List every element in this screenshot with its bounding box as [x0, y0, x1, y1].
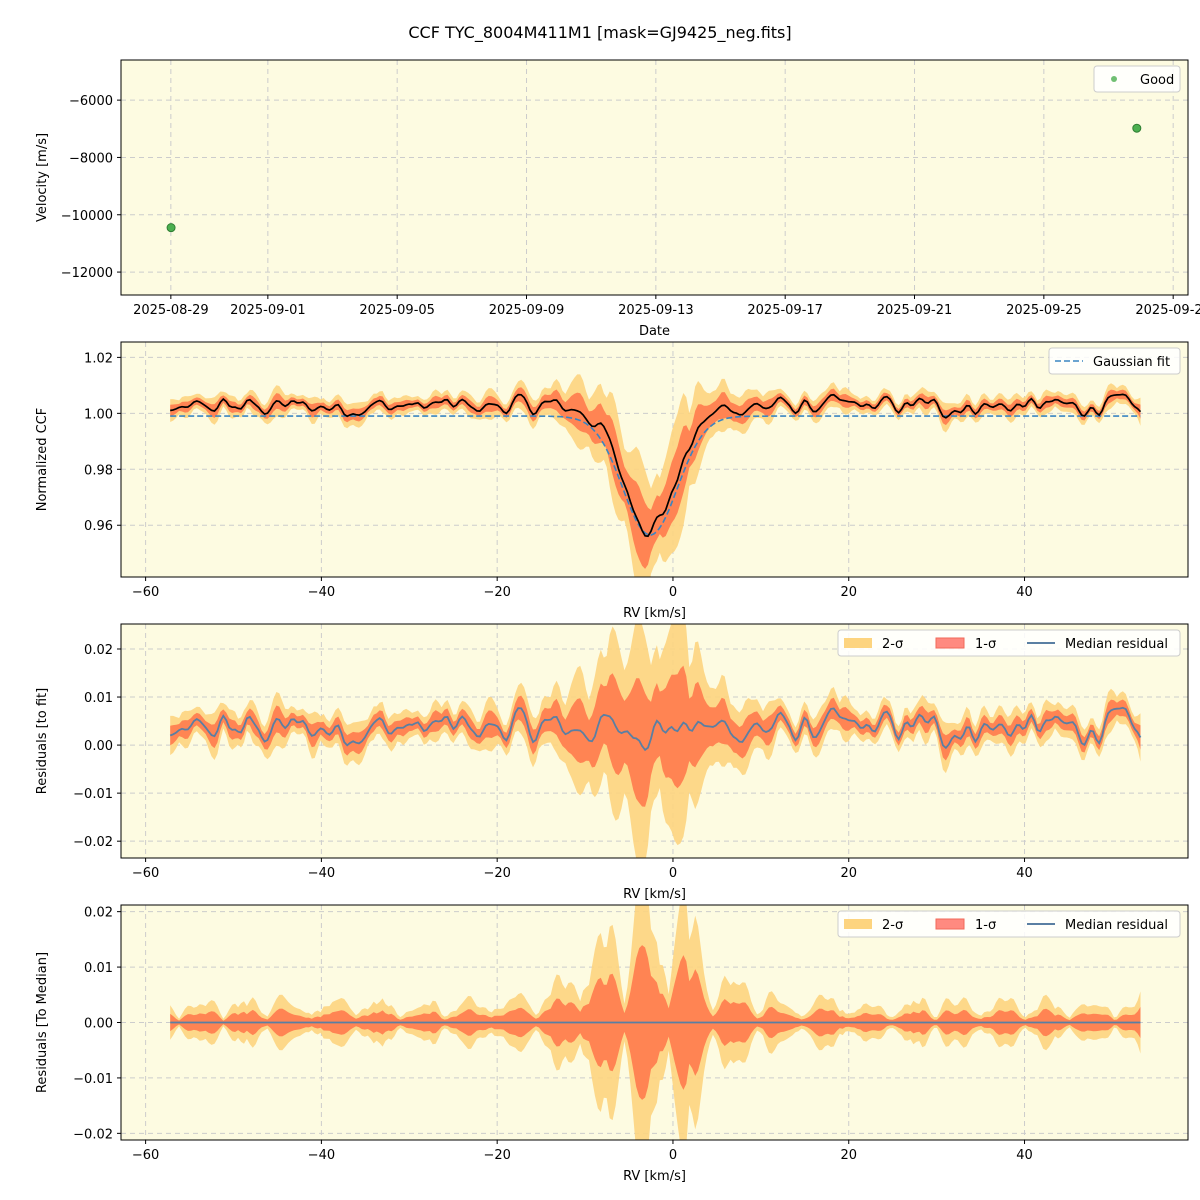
x-tick-label: −60: [132, 1148, 159, 1163]
legend-label-2sigma: 2-σ: [882, 637, 903, 652]
axes-frame: [120, 623, 1189, 859]
y-tick-label: −0.01: [73, 787, 113, 802]
y-axis-label: Residuals [To Median]: [35, 952, 50, 1093]
legend-marker-good: [1111, 76, 1117, 82]
y-axis-label: Residuals [to fit]: [35, 688, 50, 794]
y-axis-label: Normalized CCF: [35, 408, 50, 512]
legend-box: [1093, 65, 1181, 93]
panel-1: 2025-08-29 2025-09-01 2025-09-05 2025-09-09…: [35, 59, 1200, 339]
legend: 2-σ 1-σ Median residual: [837, 629, 1181, 657]
x-tick-label: 2025-09-21: [877, 303, 953, 318]
y-tick-label: −0.02: [73, 835, 113, 850]
axes-frame: [120, 59, 1189, 296]
x-tick-label: −40: [308, 585, 335, 600]
x-tick-label: 20: [840, 1148, 857, 1163]
x-axis-label: Date: [639, 324, 670, 339]
x-tick-label: −40: [308, 1148, 335, 1163]
data-point-good: [1132, 123, 1142, 133]
median-residual-line: [169, 706, 1142, 752]
x-tick-label: 20: [840, 585, 857, 600]
x-tick-label: 0: [669, 866, 677, 881]
x-tick-label: −60: [132, 866, 159, 881]
x-axis-label: RV [km/s]: [623, 606, 686, 621]
y-tick-label: 0.01: [84, 691, 113, 706]
plot-area: [121, 60, 1188, 295]
legend: 2-σ 1-σ Median residual: [837, 910, 1181, 938]
x-tick-label: 0: [669, 585, 677, 600]
ccf-median-line: [170, 393, 1142, 538]
legend-label-2sigma: 2-σ: [882, 918, 903, 933]
y-tick-label: −6000: [69, 94, 113, 109]
x-tick-label: 2025-09-09: [489, 303, 565, 318]
x-tick-label: 2025-09-01: [230, 303, 306, 318]
figure-title: CCF TYC_8004M411M1 [mask=GJ9425_neg.fits…: [408, 23, 791, 43]
legend-marker-2sigma: [844, 638, 872, 648]
x-tick-label: −20: [483, 585, 510, 600]
y-tick-label: −10000: [61, 209, 113, 224]
gaussian-fit-line: [170, 415, 1141, 536]
y-tick-label: 0.02: [84, 643, 113, 658]
x-tick-label: −20: [483, 866, 510, 881]
legend-box: [837, 910, 1181, 938]
y-tick-label: 0.02: [84, 906, 113, 921]
legend-marker-1sigma: [935, 637, 965, 649]
x-tick-label: −60: [132, 585, 159, 600]
plot-content: [170, 905, 1141, 1140]
x-tick-label: 20: [840, 866, 857, 881]
legend-marker-2sigma: [844, 919, 872, 929]
x-tick-label: 2025-09-17: [747, 303, 823, 318]
legend-label-good: Good: [1140, 73, 1174, 88]
axes-frame: [120, 904, 1189, 1141]
legend-box: [837, 629, 1181, 657]
x-tick-label: 40: [1016, 1148, 1033, 1163]
y-tick-label: 0.96: [84, 519, 113, 534]
y-tick-label: 0.00: [84, 1017, 113, 1032]
legend-label-1sigma: 1-σ: [975, 918, 996, 933]
plot-content: [170, 374, 1142, 577]
x-tick-label: 2025-09-29: [1135, 303, 1200, 318]
y-tick-label: 1.00: [84, 407, 113, 422]
legend-label-median: Median residual: [1065, 918, 1168, 933]
y-tick-label: −0.02: [73, 1127, 113, 1142]
x-axis-label: RV [km/s]: [623, 1169, 686, 1184]
x-tick-label: 40: [1016, 585, 1033, 600]
legend-label-1sigma: 1-σ: [975, 637, 996, 652]
y-tick-label: −12000: [61, 266, 113, 281]
x-tick-label: 0: [669, 1148, 677, 1163]
y-tick-label: −8000: [69, 151, 113, 166]
legend: Good: [1093, 65, 1181, 93]
panel-3: −60 −40 −20 0 20 40 −0.02 −0.01 0.00 0.01 0.02 RV […: [35, 623, 1189, 902]
y-tick-label: 0.98: [84, 463, 113, 478]
legend-marker-1sigma: [935, 918, 965, 930]
plot-content: [169, 624, 1142, 858]
legend: Gaussian fit: [1048, 347, 1181, 375]
x-tick-label: 2025-08-29: [133, 303, 209, 318]
resid-band-1sigma: [170, 665, 1141, 807]
y-tick-label: 0.00: [84, 739, 113, 754]
y-tick-label: 1.02: [84, 351, 113, 366]
x-tick-label: 2025-09-05: [359, 303, 435, 318]
data-point-good: [166, 223, 176, 233]
x-axis-label: RV [km/s]: [623, 887, 686, 902]
y-tick-label: 0.01: [84, 961, 113, 976]
legend-label-median: Median residual: [1065, 637, 1168, 652]
y-axis-label: Velocity [m/s]: [35, 133, 50, 222]
panel-2: −60 −40 −20 0 20 40 0.96 0.98 1.00 1.02 RV [km/s] N…: [35, 341, 1189, 621]
panel-4: −60 −40 −20 0 20 40 −0.02 −0.01 0.00 0.01 0.02 RV […: [35, 904, 1189, 1184]
x-tick-label: −20: [483, 1148, 510, 1163]
y-tick-label: −0.01: [73, 1072, 113, 1087]
x-tick-label: 2025-09-25: [1006, 303, 1082, 318]
x-tick-label: 40: [1016, 866, 1033, 881]
axes-frame: [120, 341, 1189, 578]
legend-label-gaussian: Gaussian fit: [1093, 355, 1170, 370]
legend-box: [1048, 347, 1181, 375]
x-tick-label: −40: [308, 866, 335, 881]
x-tick-label: 2025-09-13: [618, 303, 694, 318]
